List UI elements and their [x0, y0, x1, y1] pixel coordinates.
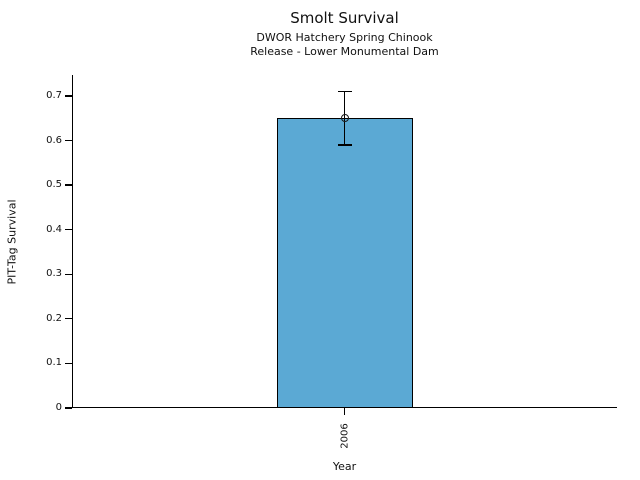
y-tick [65, 95, 72, 97]
x-tick-2006 [343, 408, 346, 415]
y-tick [65, 139, 72, 142]
y-axis-label: PIT-Tag Survival [5, 199, 19, 285]
x-axis-label: Year [332, 460, 357, 473]
x-tick-label-2006: 2006 [339, 423, 350, 449]
point-estimate-marker-icon [340, 114, 349, 123]
y-tick-label: 0.6 [46, 134, 62, 146]
error-bar-cap-top [337, 90, 352, 93]
y-tick-label: 0.2 [46, 312, 62, 324]
chart-title: Smolt Survival [290, 9, 399, 27]
chart-subtitle-line1: DWOR Hatchery Spring Chinook [256, 30, 433, 44]
y-tick [65, 273, 72, 275]
bar-2006 [276, 118, 413, 408]
y-tick [65, 229, 72, 231]
y-tick-label: 0.4 [46, 223, 62, 235]
y-tick-label: 0.7 [46, 89, 62, 101]
chart-subtitle-line2: Release - Lower Monumental Dam [250, 44, 439, 58]
y-tick [65, 407, 72, 409]
y-tick [65, 318, 72, 320]
y-tick-label: 0.5 [46, 179, 62, 191]
error-bar-cap-bottom [337, 144, 352, 146]
chart-header: Smolt Survival DWOR Hatchery Spring Chin… [72, 9, 617, 58]
y-tick [65, 184, 72, 186]
y-tick [65, 362, 72, 365]
y-tick-label: 0.3 [46, 268, 62, 280]
y-tick-label: 0.1 [46, 357, 62, 369]
y-tick-label: 0 [55, 402, 62, 413]
